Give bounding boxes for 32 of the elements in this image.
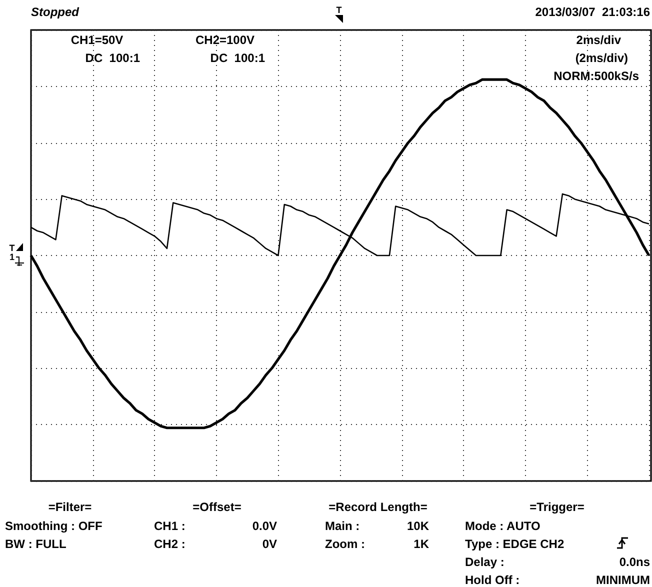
text: 1 [9, 252, 15, 262]
text: BW : FULL [5, 537, 66, 551]
text: Stopped [31, 5, 80, 19]
text: MINIMUM [596, 573, 650, 587]
text: DC 100:1 [85, 51, 140, 65]
text: CH2=100V [195, 33, 255, 47]
text: Type : EDGE CH2 [465, 537, 564, 551]
text: (2ms/div) [575, 51, 628, 65]
text: =Filter= [48, 500, 92, 514]
text: 0V [262, 537, 277, 551]
text: DC 100:1 [210, 51, 266, 65]
text: CH1 : [154, 519, 186, 533]
text: CH1=50V [70, 33, 124, 47]
text: T [336, 5, 342, 15]
text: Hold Off : [465, 573, 520, 587]
text: 10K [406, 519, 430, 533]
text: Zoom : [325, 537, 365, 551]
text: =Trigger= [530, 500, 584, 514]
text: 2ms/div [576, 33, 622, 47]
text: T [9, 243, 16, 253]
text: Main : [325, 519, 360, 533]
text: 1K [414, 537, 430, 551]
text: Mode : AUTO [465, 519, 540, 533]
text: 2013/03/07 21:03:16 [535, 5, 650, 19]
text: 0.0V [252, 519, 277, 533]
text: Delay : [465, 555, 504, 569]
text: 0.0ns [619, 555, 650, 569]
text: =Record Length= [328, 500, 428, 514]
text: =Offset= [192, 500, 242, 514]
text: Smoothing : OFF [5, 519, 102, 533]
text: CH2 : [154, 537, 186, 551]
annotation: NORM:500kS/s [554, 69, 640, 83]
